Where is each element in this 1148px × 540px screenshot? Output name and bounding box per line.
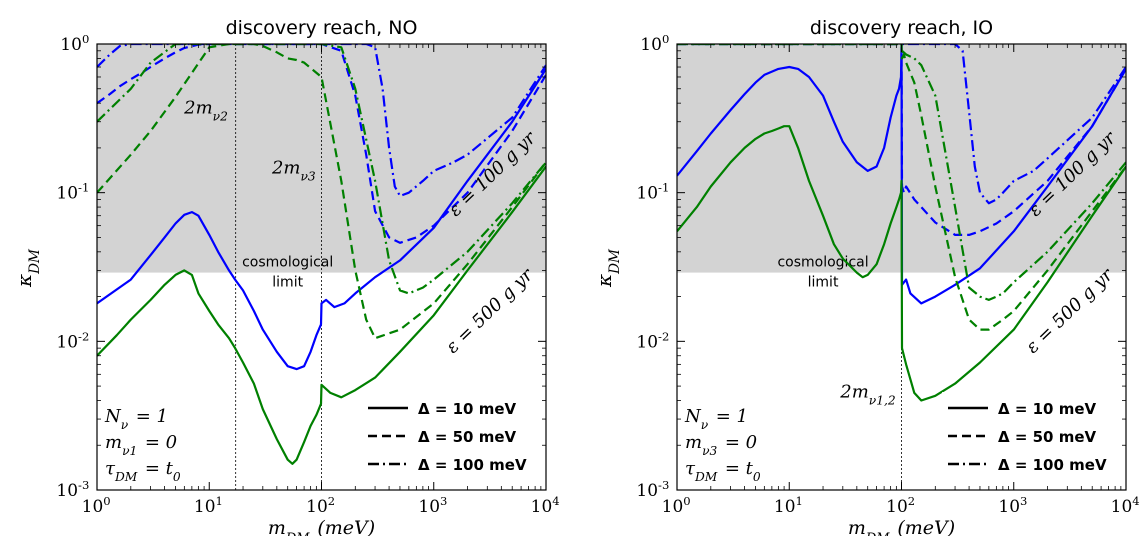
series-line — [97, 68, 546, 371]
x-tick-label: 102 — [886, 494, 917, 517]
params-text: Nν = 1 — [104, 406, 168, 432]
series-line — [97, 165, 546, 465]
chart-title: discovery reach, IO — [810, 17, 993, 39]
x-tick-label: 101 — [774, 494, 805, 517]
x-tick-label: 104 — [1111, 494, 1142, 517]
legend-entry-label: Δ = 10 meV — [418, 400, 517, 418]
y-tick-label: 10-2 — [56, 329, 91, 352]
series-line — [97, 44, 546, 198]
series-line — [97, 44, 546, 340]
cosmological-limit-label: limit — [808, 275, 839, 291]
legend-entry-label: Δ = 50 meV — [418, 428, 517, 446]
x-tick-label: 103 — [998, 494, 1029, 517]
series-line — [97, 44, 546, 295]
x-tick-label: 100 — [82, 494, 113, 517]
series-line — [677, 125, 1126, 402]
x-tick-label: 104 — [531, 494, 562, 517]
y-tick-label: 100 — [60, 32, 91, 55]
x-tick-label: 100 — [662, 494, 693, 517]
params-text: Nν = 1 — [684, 406, 748, 432]
series-line — [677, 44, 1126, 236]
threshold-label: 2mν3 — [271, 157, 318, 183]
x-tick-label: 102 — [306, 494, 337, 517]
legend-entry-label: Δ = 10 meV — [998, 400, 1097, 418]
params-text: mν3 = 0 — [685, 432, 757, 458]
legend-entry-label: Δ = 100 meV — [998, 456, 1107, 474]
threshold-label: 2mν2 — [183, 98, 230, 124]
exposure-label: ε = 500 g yr — [1022, 264, 1118, 358]
y-axis-label: κDM — [592, 247, 623, 288]
chart-title: discovery reach, NO — [226, 17, 418, 39]
series-line — [97, 44, 546, 244]
x-tick-label: 101 — [194, 494, 225, 517]
series-line — [677, 44, 1126, 205]
y-axis-label: κDM — [12, 247, 43, 288]
x-axis-label: mDM (meV) — [848, 517, 955, 536]
series-group — [677, 44, 1126, 402]
params-text: τDM = t0 — [685, 458, 762, 484]
params-text: τDM = t0 — [105, 458, 182, 484]
y-tick-label: 10-1 — [636, 181, 671, 204]
series-line — [677, 46, 1126, 305]
threshold-label: 2mν1,2 — [839, 381, 897, 407]
y-tick-label: 10-3 — [636, 478, 671, 501]
y-tick-label: 10-2 — [636, 329, 671, 352]
params-text: mν1 = 0 — [105, 432, 177, 458]
cosmological-limit-label: limit — [272, 275, 303, 291]
y-tick-label: 10-1 — [56, 181, 91, 204]
series-line — [677, 44, 1126, 331]
legend-entry-label: Δ = 100 meV — [418, 456, 527, 474]
cosmological-limit-label: cosmological — [777, 255, 868, 271]
legend-entry-label: Δ = 50 meV — [998, 428, 1097, 446]
y-tick-label: 100 — [640, 32, 671, 55]
series-line — [677, 44, 1126, 301]
cosmological-limit-label: cosmological — [242, 255, 333, 271]
x-tick-label: 103 — [418, 494, 449, 517]
y-tick-label: 10-3 — [56, 478, 91, 501]
x-axis-label: mDM (meV) — [268, 517, 375, 536]
series-group — [97, 44, 546, 465]
